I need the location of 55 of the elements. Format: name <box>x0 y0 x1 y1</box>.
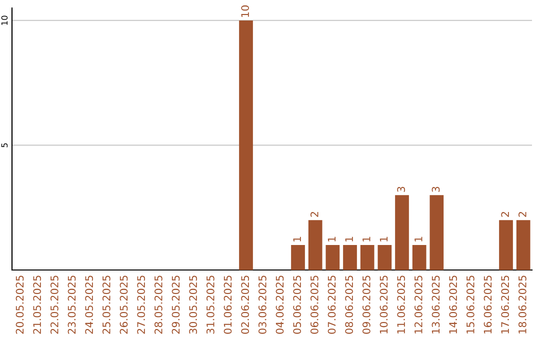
x-tick-label: 10.06.2025 <box>380 276 388 334</box>
x-tick-label: 07.06.2025 <box>328 276 336 334</box>
bar <box>378 245 392 270</box>
bar <box>291 245 305 270</box>
bar <box>308 220 322 270</box>
data-label: 1 <box>380 236 388 242</box>
y-tick-label: 5 <box>1 143 8 148</box>
x-tick-label: 22.05.2025 <box>50 276 58 334</box>
x-tick-label: 20.05.2025 <box>16 276 24 334</box>
bar <box>239 20 253 270</box>
data-label: 10 <box>241 5 250 17</box>
x-tick-label: 15.06.2025 <box>466 276 474 334</box>
x-tick-label: 16.06.2025 <box>484 276 492 334</box>
x-tick-label: 23.05.2025 <box>68 276 76 334</box>
x-tick-label: 28.05.2025 <box>154 276 162 334</box>
data-label: 1 <box>293 236 301 242</box>
bar <box>412 245 426 270</box>
x-tick-label: 26.05.2025 <box>120 276 128 334</box>
bar <box>343 245 357 270</box>
bar <box>516 220 530 270</box>
x-tick-label: 01.06.2025 <box>224 276 232 334</box>
x-tick-label: 18.06.2025 <box>518 276 526 334</box>
bar <box>499 220 513 270</box>
x-tick-label: 02.06.2025 <box>241 276 250 334</box>
data-label: 1 <box>362 236 370 242</box>
data-label: 3 <box>397 186 406 192</box>
x-tick-label: 12.06.2025 <box>414 276 422 334</box>
bar <box>395 195 409 270</box>
x-tick-label: 25.05.2025 <box>102 276 110 334</box>
x-tick-label: 31.05.2025 <box>206 276 214 334</box>
x-tick-label: 08.06.2025 <box>345 276 354 334</box>
bar <box>430 195 444 270</box>
x-tick-label: 27.05.2025 <box>137 276 146 334</box>
x-tick-label: 09.06.2025 <box>362 276 370 334</box>
x-tick-label: 03.06.2025 <box>258 276 266 334</box>
x-tick-label: 13.06.2025 <box>432 276 440 334</box>
data-label: 1 <box>328 236 336 242</box>
x-tick-label: 24.05.2025 <box>85 276 94 334</box>
x-tick-label: 14.06.2025 <box>449 276 458 334</box>
x-tick-label: 29.05.2025 <box>172 276 180 334</box>
data-label: 3 <box>432 186 440 192</box>
data-label: 2 <box>518 212 526 217</box>
data-label: 1 <box>345 236 353 242</box>
x-tick-label: 05.06.2025 <box>293 276 302 334</box>
x-tick-label: 11.06.2025 <box>397 276 406 334</box>
data-label: 2 <box>310 212 318 217</box>
data-label: 2 <box>501 212 509 217</box>
x-tick-label: 30.05.2025 <box>189 276 198 334</box>
x-tick-label: 06.06.2025 <box>310 276 318 334</box>
data-label: 1 <box>414 236 422 242</box>
x-tick-label: 04.06.2025 <box>276 276 284 334</box>
x-tick-label: 21.05.2025 <box>33 276 42 334</box>
bar <box>360 245 374 270</box>
bar <box>326 245 340 270</box>
x-tick-label: 17.06.2025 <box>501 276 510 334</box>
